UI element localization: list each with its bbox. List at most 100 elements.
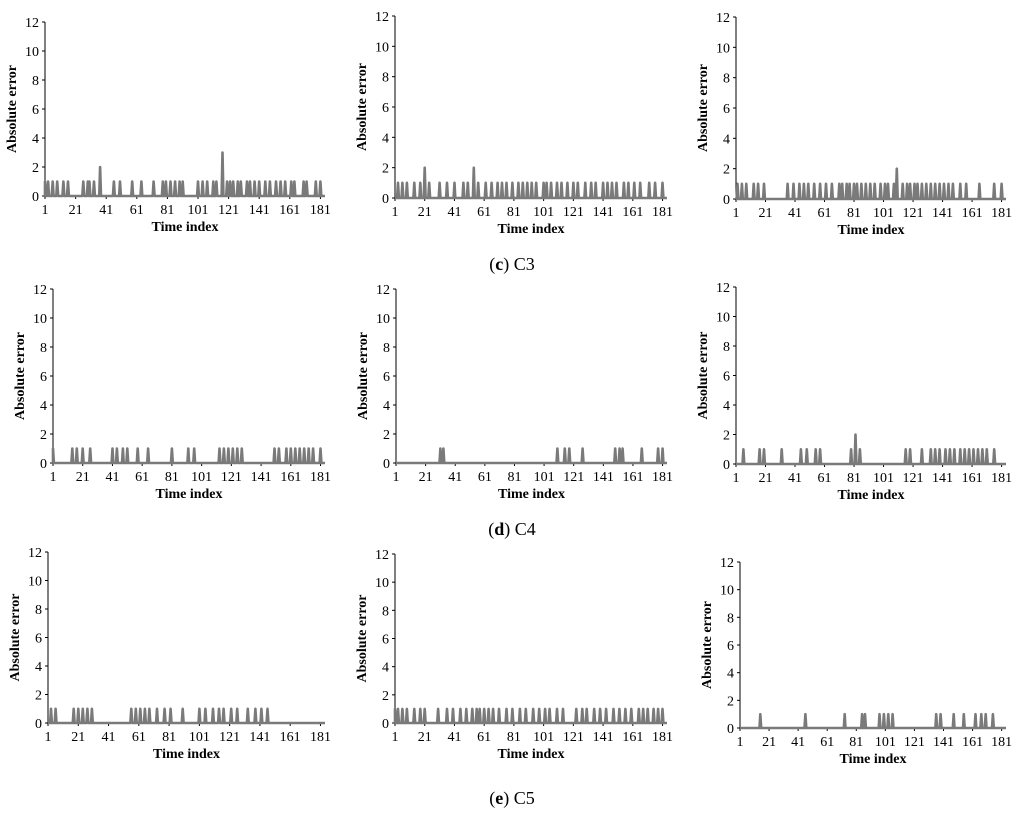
y-tick-label: 0 <box>382 717 389 732</box>
x-tick-label: 101 <box>189 730 210 745</box>
y-tick-label: 4 <box>382 131 389 146</box>
y-axis-title: Absolute error <box>8 594 23 682</box>
x-tick-label: 161 <box>962 206 983 221</box>
x-tick-label: 81 <box>162 730 176 745</box>
caption-c-text: C3 <box>514 254 535 274</box>
y-tick-label: 8 <box>40 341 47 356</box>
x-tick-label: 61 <box>820 735 834 750</box>
y-tick-label: 6 <box>32 103 39 118</box>
series-line-1 <box>740 712 1006 730</box>
x-tick-label: 41 <box>447 205 461 220</box>
x-tick-label: 181 <box>991 471 1012 486</box>
y-tick-label: 6 <box>723 102 730 117</box>
x-tick-label: 21 <box>759 471 773 486</box>
x-tick-label: 61 <box>478 470 492 485</box>
series-line-1 <box>395 166 667 200</box>
x-tick-label: 161 <box>962 735 983 750</box>
y-tick-label: 0 <box>382 192 389 207</box>
series-line-1 <box>43 151 325 198</box>
x-tick-label: 141 <box>249 730 270 745</box>
x-axis-title: Time index <box>839 752 906 767</box>
caption-e-text: C5 <box>514 788 535 808</box>
x-tick-label: 81 <box>847 206 861 221</box>
x-tick-label: 121 <box>903 206 924 221</box>
y-tick-label: 12 <box>716 11 730 26</box>
x-tick-label: 21 <box>71 730 85 745</box>
caption-e: (e) C5 <box>489 788 535 809</box>
x-tick-label: 141 <box>593 730 614 745</box>
x-tick-label: 101 <box>188 203 209 218</box>
y-tick-label: 12 <box>25 16 39 31</box>
x-tick-label: 161 <box>622 730 643 745</box>
x-tick-label: 21 <box>418 730 432 745</box>
x-tick-label: 181 <box>991 206 1012 221</box>
y-tick-label: 6 <box>382 101 389 116</box>
y-tick-label: 10 <box>716 41 730 56</box>
x-tick-label: 161 <box>622 470 643 485</box>
y-tick-label: 8 <box>35 603 42 618</box>
x-tick-label: 121 <box>904 735 925 750</box>
x-tick-label: 161 <box>280 470 301 485</box>
x-tick-label: 181 <box>310 470 331 485</box>
x-axis-title: Time index <box>837 488 904 503</box>
y-tick-label: 6 <box>382 633 389 648</box>
x-tick-label: 141 <box>933 735 954 750</box>
y-axis-title: Absolute error <box>356 332 371 420</box>
y-tick-label: 12 <box>375 10 389 25</box>
x-tick-label: 1 <box>45 730 52 745</box>
series-line-1 <box>48 707 325 725</box>
x-tick-label: 61 <box>132 730 146 745</box>
y-tick-label: 12 <box>716 281 730 296</box>
x-tick-label: 1 <box>733 206 740 221</box>
y-tick-label: 10 <box>28 575 42 590</box>
x-axis-title: Time index <box>497 747 564 762</box>
x-tick-label: 121 <box>218 203 239 218</box>
x-tick-label: 181 <box>991 735 1012 750</box>
x-tick-label: 41 <box>788 206 802 221</box>
series-line-1 <box>396 447 667 465</box>
x-tick-label: 81 <box>507 470 521 485</box>
x-tick-label: 101 <box>191 470 212 485</box>
y-axis-title: Absolute error <box>13 332 28 420</box>
y-tick-label: 0 <box>723 458 730 473</box>
x-tick-label: 1 <box>42 203 49 218</box>
y-tick-label: 4 <box>383 399 390 414</box>
x-tick-label: 181 <box>310 730 331 745</box>
x-tick-label: 121 <box>219 730 240 745</box>
x-tick-label: 181 <box>652 470 673 485</box>
y-tick-label: 6 <box>727 639 734 654</box>
x-tick-label: 1 <box>733 471 740 486</box>
x-tick-label: 61 <box>818 471 832 486</box>
y-axis-title: Absolute error <box>355 595 370 683</box>
x-tick-label: 41 <box>105 470 119 485</box>
y-tick-label: 6 <box>40 370 47 385</box>
y-tick-label: 2 <box>40 428 47 443</box>
x-tick-label: 61 <box>130 203 144 218</box>
x-tick-label: 1 <box>393 470 400 485</box>
x-tick-label: 81 <box>507 730 521 745</box>
caption-e-letter: e <box>495 788 503 808</box>
y-tick-label: 10 <box>376 312 390 327</box>
y-tick-label: 0 <box>40 457 47 472</box>
y-tick-label: 4 <box>40 399 47 414</box>
y-tick-label: 4 <box>723 399 730 414</box>
x-tick-label: 121 <box>903 471 924 486</box>
x-tick-label: 41 <box>448 470 462 485</box>
caption-d-text: C4 <box>515 519 536 539</box>
x-tick-label: 81 <box>847 471 861 486</box>
y-tick-label: 8 <box>382 604 389 619</box>
y-tick-label: 4 <box>723 132 730 147</box>
y-tick-label: 2 <box>32 161 39 176</box>
figure-captions: (c) C3 (d) C4 (e) C5 <box>488 254 536 809</box>
y-tick-label: 12 <box>376 283 390 298</box>
y-tick-label: 4 <box>382 661 389 676</box>
y-tick-label: 0 <box>35 717 42 732</box>
y-tick-label: 2 <box>382 689 389 704</box>
